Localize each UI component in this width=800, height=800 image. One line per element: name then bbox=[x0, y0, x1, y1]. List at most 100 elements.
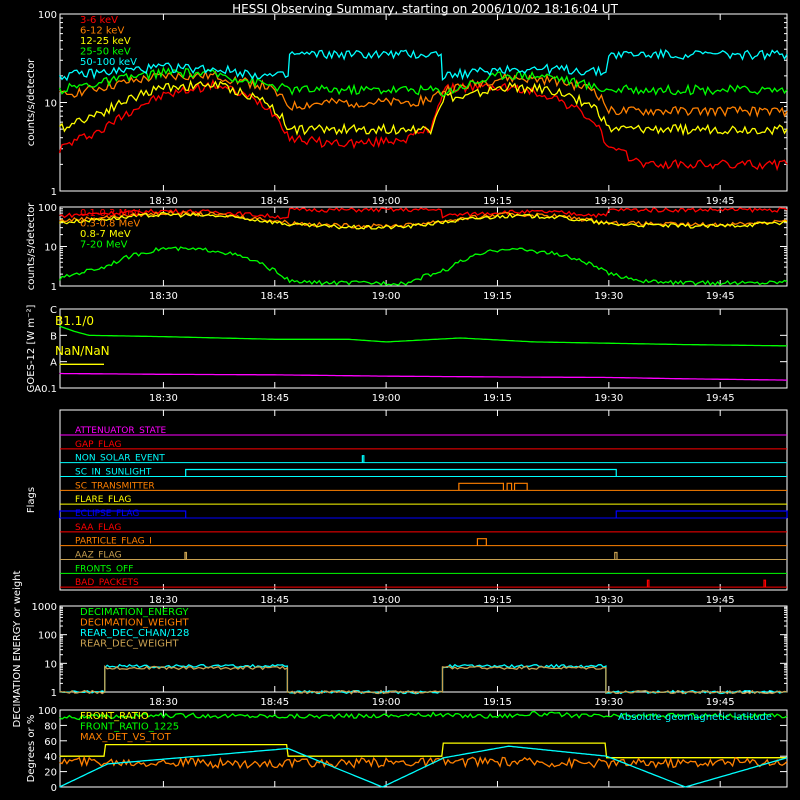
lowE-y-tick-label: 100 bbox=[38, 10, 57, 21]
flags-y-axis-label: Flags bbox=[26, 487, 37, 513]
highE-time-tick-label: 19:15 bbox=[483, 291, 512, 302]
ratio-y-tick-label: 80 bbox=[44, 721, 57, 732]
decim-y-tick-label: 1 bbox=[51, 688, 57, 699]
decim-time-tick-label: 18:30 bbox=[149, 697, 178, 708]
highE-y-tick-label: 10 bbox=[44, 243, 57, 254]
series-line-25-50 keV bbox=[58, 66, 788, 98]
flag-segment bbox=[184, 551, 188, 560]
series-line-MAX_DET_VS_TOT bbox=[59, 755, 788, 770]
flag-segment bbox=[646, 579, 650, 588]
goes-y-axis-label: GOES-12 [W m⁻²] bbox=[26, 305, 37, 393]
goes-time-tick-label: 19:45 bbox=[706, 393, 735, 404]
goes-y-tick-label: B bbox=[50, 331, 57, 342]
flag-label: BAD_PACKETS bbox=[75, 578, 139, 588]
ratio-y-tick-label: 0 bbox=[51, 783, 57, 794]
series-line-0.1-0.3 MeV bbox=[59, 207, 788, 220]
legend-entry: 0.1-0.3 MeV bbox=[80, 208, 140, 219]
highE-time-tick-label: 19:30 bbox=[594, 291, 623, 302]
legend-entry: FRONT_RATIO_1225 bbox=[80, 722, 179, 733]
flag-segment bbox=[58, 510, 187, 518]
decim-y-tick-label: 100 bbox=[38, 631, 57, 642]
goes-time-tick-label: 19:30 bbox=[594, 393, 623, 404]
legend-entry: 0.8-7 MeV bbox=[80, 229, 131, 240]
highE-y-tick-label: 1 bbox=[51, 282, 57, 293]
flag-label: AAZ_FLAG bbox=[75, 551, 122, 561]
decim-time-tick-label: 19:00 bbox=[372, 697, 401, 708]
legend-entry: 0.3-0.8 MeV bbox=[80, 219, 140, 230]
lowE-time-tick-label: 19:00 bbox=[372, 196, 401, 207]
legend-entry: 50-100 keV bbox=[80, 57, 137, 68]
goes-y-tick-label: A bbox=[50, 358, 57, 369]
flags-time-tick-label: 18:45 bbox=[260, 595, 289, 606]
flag-label: SC_IN_SUNLIGHT bbox=[75, 468, 152, 478]
flag-label: NON_SOLAR_EVENT bbox=[75, 454, 165, 464]
flag-label: SC_TRANSMITTER bbox=[75, 481, 155, 491]
flag-label: FLARE_FLAG bbox=[75, 495, 131, 505]
series-line-green bbox=[59, 325, 788, 347]
flag-segment bbox=[763, 579, 767, 588]
flag-label: FRONTS_OFF bbox=[75, 564, 133, 574]
goes-time-tick-label: 18:45 bbox=[260, 393, 289, 404]
goes-time-tick-label: 18:30 bbox=[149, 393, 178, 404]
lowE-y-tick-label: 10 bbox=[44, 99, 57, 110]
legend-entry: 12-25 keV bbox=[80, 36, 131, 47]
flag-label: SAA_FLAG bbox=[75, 523, 121, 533]
ratio-y-tick-label: 40 bbox=[44, 752, 57, 763]
highE-y-tick-label: 100 bbox=[38, 203, 57, 214]
lowE-time-tick-label: 18:30 bbox=[149, 196, 178, 207]
ratio-frame bbox=[59, 709, 788, 788]
legend-entry: REAR_DEC_CHAN/128 bbox=[80, 628, 189, 639]
series-line-0.8-7 MeV bbox=[59, 211, 788, 230]
lowE-time-tick-label: 19:45 bbox=[706, 196, 735, 207]
series-line-50-100 keV bbox=[58, 48, 788, 82]
goes-time-tick-label: 19:00 bbox=[372, 393, 401, 404]
flag-segment bbox=[361, 455, 365, 463]
flags-frame bbox=[59, 409, 788, 591]
highE-time-tick-label: 18:45 bbox=[260, 291, 289, 302]
series-line-FRONT_RATIO_1225 bbox=[59, 710, 788, 721]
flag-segment bbox=[506, 482, 513, 491]
goes-y-tick-label: C bbox=[50, 305, 57, 316]
ratio-y-tick-label: 100 bbox=[38, 706, 57, 717]
ratio-y-tick-label: 20 bbox=[44, 768, 57, 779]
highE-time-tick-label: 19:45 bbox=[706, 291, 735, 302]
flag-segment bbox=[615, 510, 788, 518]
flags-time-tick-label: 19:00 bbox=[372, 595, 401, 606]
highE-y-axis-label: counts/s/detector bbox=[26, 202, 37, 290]
flag-label: ATTENUATOR_STATE bbox=[75, 426, 167, 436]
series-line-FRONT_RATIO bbox=[59, 742, 787, 759]
legend-entry: 3-6 keV bbox=[80, 15, 118, 26]
flag-label: PARTICLE_FLAG_I bbox=[75, 537, 152, 547]
flag-segment bbox=[476, 538, 487, 546]
goes-frame bbox=[59, 308, 788, 389]
flags-time-tick-label: 19:30 bbox=[594, 595, 623, 606]
legend-entry: 25-50 keV bbox=[80, 47, 131, 58]
flags-time-tick-label: 18:30 bbox=[149, 595, 178, 606]
decim-time-tick-label: 19:45 bbox=[706, 697, 735, 708]
flag-segment bbox=[458, 482, 505, 491]
decim-time-tick-label: 19:15 bbox=[483, 697, 512, 708]
flag-label: GAP_FLAG bbox=[75, 440, 121, 450]
goes-annotation: NaN/NaN bbox=[55, 344, 110, 358]
flag-segment bbox=[185, 468, 617, 477]
goes-annotation: B1.1/0 bbox=[55, 314, 94, 328]
plot-title: HESSI Observing Summary, starting on 200… bbox=[232, 2, 618, 16]
series-line-3-6 keV bbox=[58, 78, 788, 172]
lowE-time-tick-label: 18:45 bbox=[260, 196, 289, 207]
lowE-y-axis-label: counts/s/detector bbox=[26, 58, 37, 146]
flag-label: ECLIPSE_FLAG bbox=[75, 509, 139, 519]
legend-entry: 6-12 keV bbox=[80, 26, 124, 37]
legend-entry: MAX_DET_VS_TOT bbox=[80, 732, 172, 743]
highE-time-tick-label: 18:30 bbox=[149, 291, 178, 302]
legend-entry: DECIMATION_WEIGHT bbox=[80, 618, 189, 629]
flag-segment bbox=[614, 551, 618, 560]
flag-segment bbox=[513, 482, 528, 491]
legend-entry: REAR_DEC_WEIGHT bbox=[80, 639, 179, 650]
ratio-y-axis-label: Degrees or % bbox=[26, 715, 37, 783]
series-line-12-25 keV bbox=[59, 79, 788, 137]
series-line-7-20 MeV bbox=[58, 246, 788, 286]
panels-layer: 18:30 18:45 19:00 19:15 19:30 19:45 counts/s/d… bbox=[12, 10, 788, 794]
series-line-cyan bbox=[59, 745, 788, 788]
